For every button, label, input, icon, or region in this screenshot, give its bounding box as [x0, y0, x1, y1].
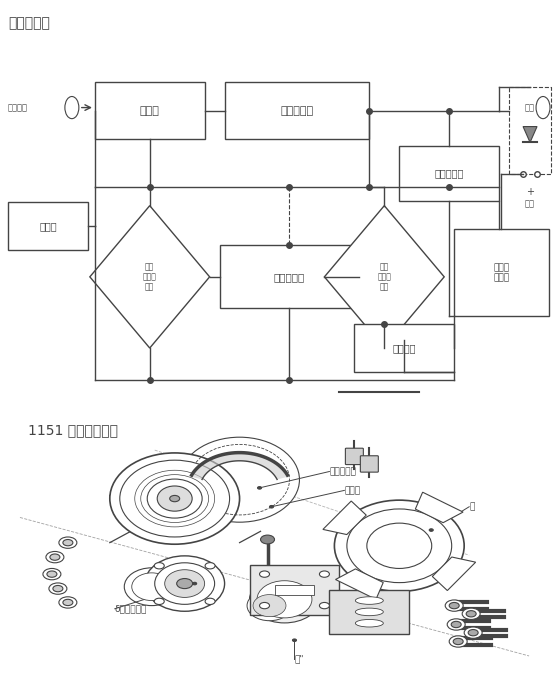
Ellipse shape — [347, 509, 452, 582]
Ellipse shape — [165, 570, 205, 597]
Text: +: + — [526, 186, 534, 197]
Circle shape — [170, 496, 179, 502]
Circle shape — [59, 537, 77, 549]
Bar — [95, 82, 205, 139]
Circle shape — [65, 96, 79, 119]
Ellipse shape — [247, 591, 292, 621]
Bar — [225, 82, 369, 139]
Ellipse shape — [155, 563, 215, 604]
Bar — [354, 324, 454, 372]
Circle shape — [177, 578, 193, 589]
Text: 盖: 盖 — [469, 502, 475, 511]
Circle shape — [260, 535, 274, 544]
Ellipse shape — [120, 460, 230, 537]
Bar — [454, 229, 549, 317]
Circle shape — [451, 621, 461, 628]
Circle shape — [154, 563, 164, 569]
Text: 试验: 试验 — [525, 103, 535, 112]
Circle shape — [449, 636, 467, 647]
Text: 振荡器: 振荡器 — [39, 221, 56, 231]
Ellipse shape — [356, 597, 383, 604]
Bar — [509, 87, 551, 174]
Circle shape — [468, 629, 478, 636]
Circle shape — [319, 603, 329, 609]
Bar — [8, 203, 88, 250]
Circle shape — [445, 600, 463, 612]
Polygon shape — [324, 205, 444, 348]
Text: 放大器壳体: 放大器壳体 — [329, 467, 356, 476]
Circle shape — [47, 571, 57, 577]
Circle shape — [154, 598, 164, 605]
Ellipse shape — [124, 568, 179, 605]
Ellipse shape — [249, 576, 319, 623]
Text: 电压调节器: 电压调节器 — [274, 272, 305, 282]
Ellipse shape — [132, 573, 172, 601]
Circle shape — [536, 96, 550, 119]
Text: 振荡
控制放
大器: 振荡 控制放 大器 — [143, 262, 157, 292]
Circle shape — [205, 563, 215, 569]
Circle shape — [429, 529, 433, 532]
Circle shape — [49, 583, 67, 594]
Circle shape — [63, 540, 73, 546]
Polygon shape — [335, 569, 383, 599]
Text: 电路方块图: 电路方块图 — [8, 16, 50, 30]
Ellipse shape — [253, 595, 286, 616]
FancyBboxPatch shape — [361, 456, 378, 472]
Circle shape — [193, 582, 197, 585]
Circle shape — [50, 554, 60, 560]
Ellipse shape — [257, 581, 312, 618]
Circle shape — [258, 487, 262, 489]
Ellipse shape — [334, 500, 464, 591]
Circle shape — [447, 619, 465, 630]
Circle shape — [453, 639, 463, 645]
Ellipse shape — [356, 620, 383, 627]
Circle shape — [269, 506, 273, 508]
Ellipse shape — [179, 437, 300, 522]
Polygon shape — [323, 501, 366, 534]
Circle shape — [259, 571, 269, 577]
Text: 止": 止" — [295, 655, 304, 664]
Polygon shape — [432, 557, 476, 591]
Ellipse shape — [367, 523, 432, 568]
Circle shape — [59, 597, 77, 608]
Text: 解调器: 解调器 — [140, 106, 160, 116]
Text: 反向极
性保护: 反向极 性保护 — [494, 263, 510, 283]
FancyBboxPatch shape — [249, 565, 339, 615]
FancyBboxPatch shape — [329, 590, 409, 634]
Ellipse shape — [145, 556, 225, 612]
Circle shape — [259, 603, 269, 609]
Circle shape — [205, 598, 215, 605]
Text: 电流检测器: 电流检测器 — [281, 106, 314, 116]
Text: 信号: 信号 — [525, 199, 535, 208]
Bar — [274, 585, 314, 595]
Circle shape — [46, 551, 64, 563]
Bar — [220, 245, 359, 308]
Polygon shape — [191, 453, 288, 479]
Polygon shape — [523, 127, 537, 142]
Circle shape — [292, 639, 296, 641]
FancyBboxPatch shape — [345, 448, 363, 464]
Circle shape — [466, 611, 476, 617]
Polygon shape — [90, 205, 210, 348]
Ellipse shape — [157, 486, 192, 511]
Ellipse shape — [110, 453, 240, 544]
Ellipse shape — [356, 608, 383, 616]
Circle shape — [464, 627, 482, 639]
Circle shape — [462, 608, 480, 620]
Polygon shape — [415, 492, 463, 523]
Circle shape — [53, 586, 63, 592]
Circle shape — [319, 571, 329, 577]
Text: 电流
控制放
大器: 电流 控制放 大器 — [377, 262, 391, 292]
Text: 电路板: 电路板 — [344, 486, 361, 495]
Text: δ室测量组件: δ室测量组件 — [115, 604, 147, 613]
Text: 电流控制: 电流控制 — [392, 343, 416, 353]
Text: 电压限制器: 电压限制器 — [434, 168, 464, 178]
Text: 1151 变送器装配图: 1151 变送器装配图 — [28, 423, 118, 437]
Circle shape — [63, 599, 73, 605]
Circle shape — [449, 603, 459, 609]
Circle shape — [43, 568, 61, 580]
Ellipse shape — [147, 479, 202, 518]
Bar — [399, 146, 499, 201]
Text: 测量元件: 测量元件 — [8, 103, 28, 112]
